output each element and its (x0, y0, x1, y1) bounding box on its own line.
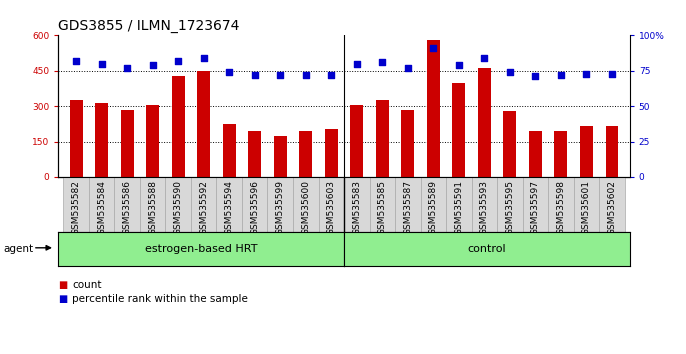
Text: GSM535600: GSM535600 (301, 180, 310, 235)
Bar (318, 177, 344, 232)
Bar (453, 82, 465, 177)
Bar (446, 177, 471, 232)
Bar (427, 40, 440, 177)
Text: GSM535587: GSM535587 (403, 180, 412, 235)
Bar (165, 177, 191, 232)
Text: GSM535598: GSM535598 (556, 180, 565, 235)
Text: GSM535594: GSM535594 (225, 180, 234, 235)
Bar (248, 131, 261, 177)
Bar (523, 177, 548, 232)
Text: GSM535585: GSM535585 (378, 180, 387, 235)
Text: GSM535602: GSM535602 (607, 180, 617, 235)
Bar (504, 111, 517, 177)
Bar (599, 177, 625, 232)
Bar (198, 71, 210, 177)
Text: GSM535597: GSM535597 (531, 180, 540, 235)
Text: GSM535599: GSM535599 (276, 180, 285, 235)
Bar (606, 126, 618, 177)
Bar (146, 105, 159, 177)
Bar (344, 177, 370, 232)
Text: GSM535603: GSM535603 (327, 180, 335, 235)
Bar (70, 100, 82, 177)
Bar (548, 177, 573, 232)
Point (479, 55, 490, 61)
Bar (529, 131, 542, 177)
Point (530, 74, 541, 79)
Point (300, 72, 311, 78)
Bar (580, 126, 593, 177)
Bar (351, 105, 363, 177)
Point (428, 45, 439, 51)
Bar (89, 177, 115, 232)
Text: ■: ■ (58, 280, 67, 290)
Point (198, 55, 209, 61)
Text: GSM535601: GSM535601 (582, 180, 591, 235)
Point (147, 62, 158, 68)
Text: GSM535593: GSM535593 (480, 180, 489, 235)
Bar (299, 131, 312, 177)
Bar (554, 131, 567, 177)
Bar (471, 177, 497, 232)
Text: estrogen-based HRT: estrogen-based HRT (145, 244, 257, 254)
Bar (573, 177, 599, 232)
Bar (115, 177, 140, 232)
Bar (395, 177, 421, 232)
Point (453, 62, 464, 68)
Bar (293, 177, 318, 232)
Text: control: control (468, 244, 506, 254)
Bar (478, 68, 490, 177)
Text: GSM535589: GSM535589 (429, 180, 438, 235)
Text: GSM535583: GSM535583 (353, 180, 362, 235)
Point (96, 61, 107, 67)
Bar (268, 177, 293, 232)
Point (504, 69, 515, 75)
Bar (63, 177, 89, 232)
Bar (217, 177, 242, 232)
Text: GDS3855 / ILMN_1723674: GDS3855 / ILMN_1723674 (58, 19, 239, 33)
Text: GSM535595: GSM535595 (506, 180, 514, 235)
Point (326, 72, 337, 78)
Point (402, 65, 413, 71)
Bar (401, 110, 414, 177)
Point (556, 72, 567, 78)
Point (606, 71, 617, 76)
Bar (242, 177, 268, 232)
Bar (376, 100, 389, 177)
Bar (223, 124, 235, 177)
Bar (172, 75, 185, 177)
Bar (121, 110, 134, 177)
Point (71, 58, 82, 64)
Bar (191, 177, 217, 232)
Point (581, 71, 592, 76)
Point (224, 69, 235, 75)
Point (121, 65, 132, 71)
Text: count: count (72, 280, 102, 290)
Text: GSM535591: GSM535591 (454, 180, 463, 235)
Text: GSM535592: GSM535592 (199, 180, 209, 235)
Point (377, 59, 388, 65)
Text: ■: ■ (58, 294, 67, 304)
Point (351, 61, 362, 67)
Point (249, 72, 260, 78)
Point (173, 58, 184, 64)
Text: GSM535582: GSM535582 (71, 180, 81, 235)
Bar (325, 129, 338, 177)
Bar (421, 177, 446, 232)
Text: GSM535590: GSM535590 (174, 180, 182, 235)
Text: agent: agent (3, 244, 34, 254)
Bar (497, 177, 523, 232)
Point (275, 72, 286, 78)
Text: GSM535596: GSM535596 (250, 180, 259, 235)
Text: GSM535584: GSM535584 (97, 180, 106, 235)
Bar (140, 177, 165, 232)
Bar (95, 103, 108, 177)
Text: percentile rank within the sample: percentile rank within the sample (72, 294, 248, 304)
Bar (370, 177, 395, 232)
Bar (274, 136, 287, 177)
Text: GSM535586: GSM535586 (123, 180, 132, 235)
Text: GSM535588: GSM535588 (148, 180, 157, 235)
